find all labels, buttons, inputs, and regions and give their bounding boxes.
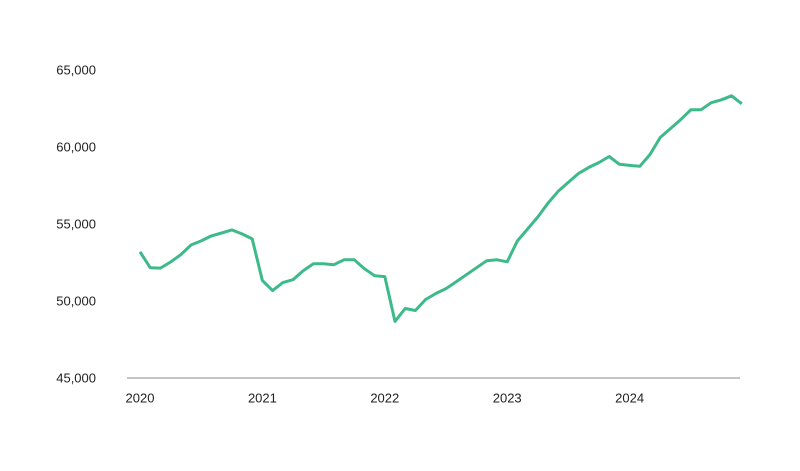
y-tick-label: 65,000: [56, 62, 96, 77]
x-tick-label: 2022: [370, 390, 399, 405]
y-tick-label: 45,000: [56, 370, 96, 385]
x-tick-label: 2020: [126, 390, 155, 405]
x-tick-label: 2023: [493, 390, 522, 405]
y-tick-label: 55,000: [56, 216, 96, 231]
x-tick-label: 2024: [615, 390, 644, 405]
x-tick-label: 2021: [248, 390, 277, 405]
y-tick-label: 60,000: [56, 139, 96, 154]
line-series: [138, 94, 743, 323]
y-tick-label: 50,000: [56, 293, 96, 308]
